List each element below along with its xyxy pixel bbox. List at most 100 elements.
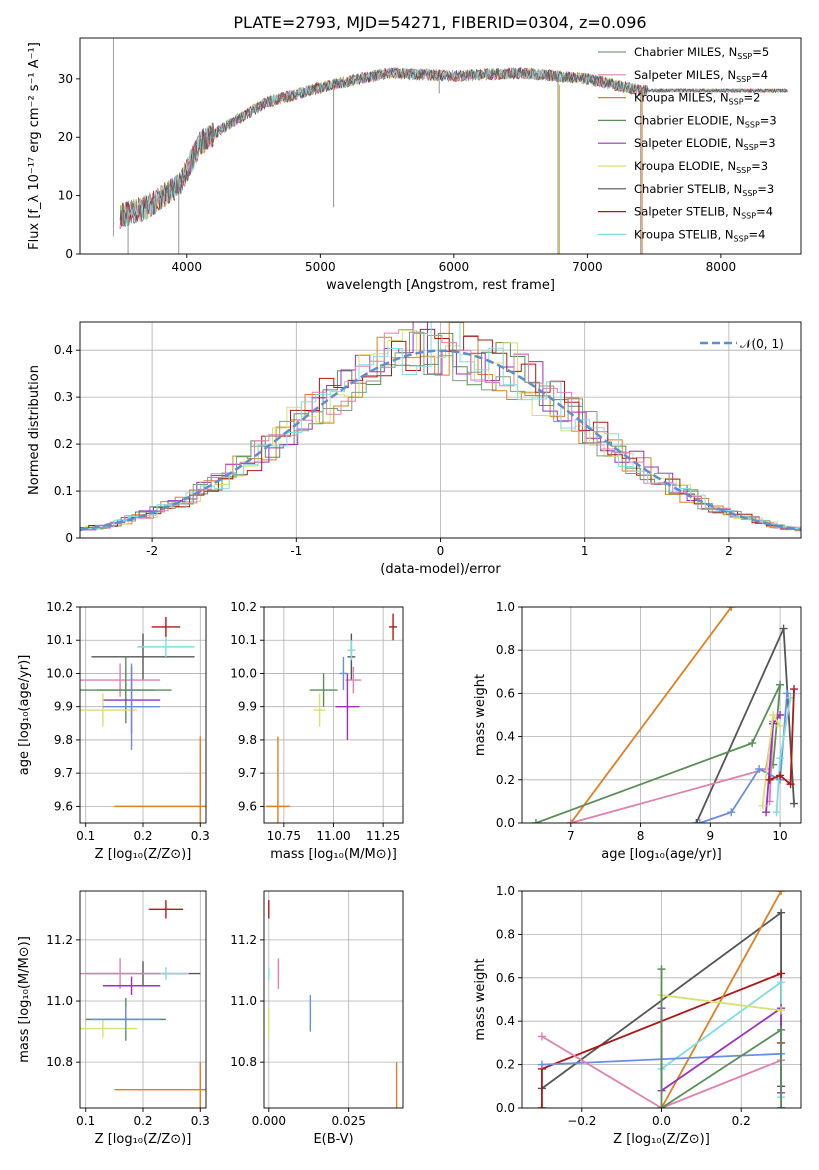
errorbar-extra_blue	[102, 663, 161, 750]
legend-label: Salpeter ELODIE, NSSP=3	[634, 136, 776, 152]
legend-label: Kroupa ELODIE, NSSP=3	[634, 159, 768, 175]
spectrum-line-chabrier_stelib	[119, 67, 788, 227]
series-marker	[537, 1104, 546, 1108]
y-tick-label: 0.2	[496, 1058, 515, 1072]
figure-title: PLATE=2793, MJD=54271, FIBERID=0304, z=0…	[233, 13, 646, 32]
series-marker	[762, 808, 771, 817]
x-tick-label: 5000	[305, 260, 336, 274]
legend-label: Kroupa MILES, NSSP=2	[634, 91, 760, 107]
y-axis-label: Flux [f_λ 10⁻¹⁷ erg cm⁻² s⁻¹ A⁻¹]	[27, 42, 42, 250]
series-marker	[777, 891, 786, 895]
axes-frame	[521, 606, 802, 824]
series-marker	[566, 819, 575, 823]
massweight_vs_Z-panel: −0.2 0.0 0.2 0.0 0.2 0.4 0.6 0.8 1.0 Z [log₁₀(Z/Z…	[473, 884, 802, 1147]
y-tick-label: 0.2	[54, 437, 73, 451]
series-line	[769, 689, 795, 786]
x-tick-label: 1	[581, 544, 589, 558]
errorbar-kroupa_miles	[265, 736, 290, 823]
series-marker	[777, 1006, 786, 1015]
series-kroupa_miles	[657, 891, 786, 1108]
y-tick-label: 0.0	[496, 1101, 515, 1115]
errorbar-chabrier_elodie	[309, 673, 338, 707]
errorbar-salpeter_miles	[80, 663, 161, 697]
legend-entry-kroupa_elodie: Kroupa ELODIE, NSSP=3	[598, 159, 768, 175]
y-axis-label: Normed distribution	[27, 365, 42, 495]
series-kroupa_elodie	[758, 711, 785, 810]
series-marker	[537, 1032, 546, 1041]
errorbar-extra_blue	[91, 1007, 161, 1032]
series-salpeter_elodie	[762, 711, 785, 817]
mass_vs_EBV-plot-area	[268, 900, 398, 1108]
y-tick-label: 0.2	[496, 773, 515, 787]
series-marker	[777, 908, 786, 917]
axes-frame	[263, 890, 404, 1109]
series-marker	[772, 808, 781, 817]
y-tick-label: 0.4	[496, 730, 515, 744]
y-tick-label: 0	[65, 531, 73, 545]
legend-label: Salpeter MILES, NSSP=4	[634, 68, 768, 84]
y-tick-label: 0.8	[496, 927, 515, 941]
series-kroupa_elodie	[657, 991, 786, 1015]
y-tick-label: 10.8	[46, 1055, 73, 1069]
spectrum-panel: 4000 5000 6000 7000 8000 0 10 20 30 wavelength [A…	[27, 37, 802, 293]
x-tick-label: 0.3	[191, 1114, 210, 1128]
x-tick-label: 0.1	[76, 829, 95, 843]
series-marker	[776, 721, 785, 730]
mass_vs_EBV-panel: 0.000 0.025 10.8 11.0 11.2 E(B-V)	[230, 890, 404, 1147]
y-tick-label: 10.2	[46, 600, 73, 614]
y-tick-label: 9.9	[54, 700, 73, 714]
x-tick-label: 11.25	[366, 829, 400, 843]
series-line	[535, 684, 781, 823]
y-axis-label: mass weight	[473, 674, 488, 756]
y-tick-label: 0.8	[496, 643, 515, 657]
x-tick-label: 0	[437, 544, 445, 558]
errorbar-kroupa_elodie	[80, 693, 138, 727]
errorbar-salpeter_stelib	[151, 616, 181, 637]
x-tick-label: 0.025	[331, 1114, 365, 1128]
series-line	[661, 994, 782, 1012]
age_vs_Z-plot-area	[80, 616, 206, 823]
x-axis-label: Z [log₁₀(Z/Z⊙)]	[95, 1132, 192, 1147]
series-marker	[776, 771, 785, 780]
series-marker	[776, 754, 785, 763]
series-marker	[777, 978, 786, 987]
series-marker	[755, 765, 764, 773]
errorbar-extra_blue	[339, 656, 348, 691]
legend-entry-chabrier_miles: Chabrier MILES, NSSP=5	[598, 45, 769, 61]
y-tick-label: 0.1	[54, 484, 73, 498]
y-tick-label: 0.0	[496, 816, 515, 830]
errorbar-salpeter_elodie	[102, 976, 161, 995]
massweight_vs_age-panel: 7 8 9 10 0.0 0.2 0.4 0.6 0.8 1.0 age [log₁₀(age/yr…	[473, 600, 802, 862]
legend-entry-kroupa_miles: Kroupa MILES, NSSP=2	[598, 91, 760, 107]
y-tick-label: 1.0	[496, 600, 515, 614]
series-line	[570, 607, 733, 823]
x-tick-label: -1	[290, 544, 302, 558]
x-tick-label: 8000	[706, 260, 737, 274]
age_vs_mass-plot-area	[265, 613, 398, 823]
y-tick-label: 0	[65, 247, 73, 261]
massweight_vs_Z-plot-area	[537, 891, 786, 1108]
y-tick-label: 30	[58, 72, 73, 86]
x-axis-label: Z [log₁₀(Z/Z⊙)]	[613, 1132, 710, 1147]
series-marker	[765, 775, 774, 784]
y-tick-label: 9.6	[238, 799, 257, 813]
series-marker	[783, 689, 792, 698]
legend-label: Kroupa STELIB, NSSP=4	[634, 227, 765, 243]
mass_vs_Z-panel: 0.1 0.2 0.3 10.8 11.0 11.2 Z [log₁₀(Z/Z⊙)] mass…	[17, 890, 210, 1147]
y-tick-label: 11.0	[46, 994, 73, 1008]
x-axis-label: E(B-V)	[313, 1132, 353, 1147]
series-line	[541, 1035, 782, 1108]
legend-entry-salpeter_stelib: Salpeter STELIB, NSSP=4	[598, 205, 773, 221]
x-tick-label: 0.2	[133, 1114, 152, 1128]
y-tick-label: 11.2	[230, 933, 257, 947]
legend-entry-salpeter_miles: Salpeter MILES, NSSP=4	[598, 68, 768, 84]
y-tick-label: 0.6	[496, 971, 515, 985]
errorbar-chabrier_elodie	[80, 656, 172, 724]
x-tick-label: 6000	[439, 260, 470, 274]
x-tick-label: 0.2	[732, 1114, 751, 1128]
massweight_vs_age-plot-area	[531, 607, 799, 823]
legend-label: Chabrier ELODIE, NSSP=3	[634, 113, 777, 129]
series-marker	[727, 607, 736, 611]
y-tick-label: 10.0	[230, 666, 257, 680]
y-tick-label: 11.2	[46, 933, 73, 947]
